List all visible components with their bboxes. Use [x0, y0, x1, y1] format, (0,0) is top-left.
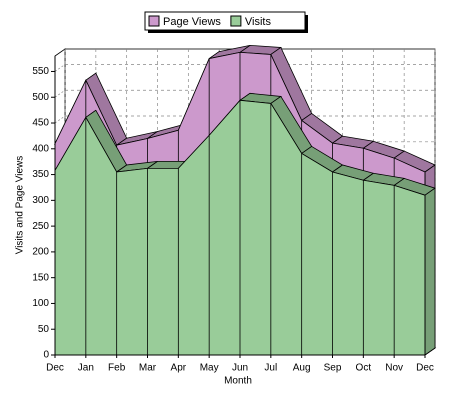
- legend-label: Visits: [245, 16, 272, 28]
- y-tick-label: 50: [38, 324, 50, 335]
- y-tick-label: 200: [32, 247, 49, 258]
- y-axis-label: Visits and Page Views: [15, 156, 26, 255]
- x-tick-label: Mar: [139, 363, 157, 374]
- x-tick-label: Jan: [78, 363, 94, 374]
- legend-swatch: [148, 15, 160, 27]
- legend: [144, 11, 306, 31]
- y-tick-label: 250: [32, 221, 49, 232]
- y-tick-label: 100: [32, 298, 49, 309]
- y-tick-label: 450: [32, 118, 49, 129]
- legend-label: Page Views: [163, 16, 221, 28]
- y-tick-label: 350: [32, 169, 49, 180]
- x-tick-label: May: [200, 363, 219, 374]
- x-tick-label: Jun: [232, 363, 248, 374]
- x-tick-label: Oct: [356, 363, 372, 374]
- x-tick-label: Feb: [108, 363, 126, 374]
- x-tick-label: Jul: [264, 363, 277, 374]
- x-tick-label: Nov: [385, 363, 403, 374]
- x-tick-label: Sep: [324, 363, 342, 374]
- y-tick-label: 0: [43, 350, 49, 361]
- area-side: [424, 187, 436, 356]
- x-tick-label: Aug: [293, 363, 311, 374]
- legend-swatch: [230, 15, 242, 27]
- y-tick-label: 500: [32, 92, 49, 103]
- y-tick-label: 400: [32, 143, 49, 154]
- y-tick-label: 300: [32, 195, 49, 206]
- y-tick-label: 550: [32, 66, 49, 77]
- x-tick-label: Dec: [416, 363, 434, 374]
- y-tick-label: 150: [32, 272, 49, 283]
- x-tick-label: Apr: [171, 363, 187, 374]
- x-tick-label: Dec: [46, 363, 64, 374]
- x-axis-label: Month: [224, 376, 252, 387]
